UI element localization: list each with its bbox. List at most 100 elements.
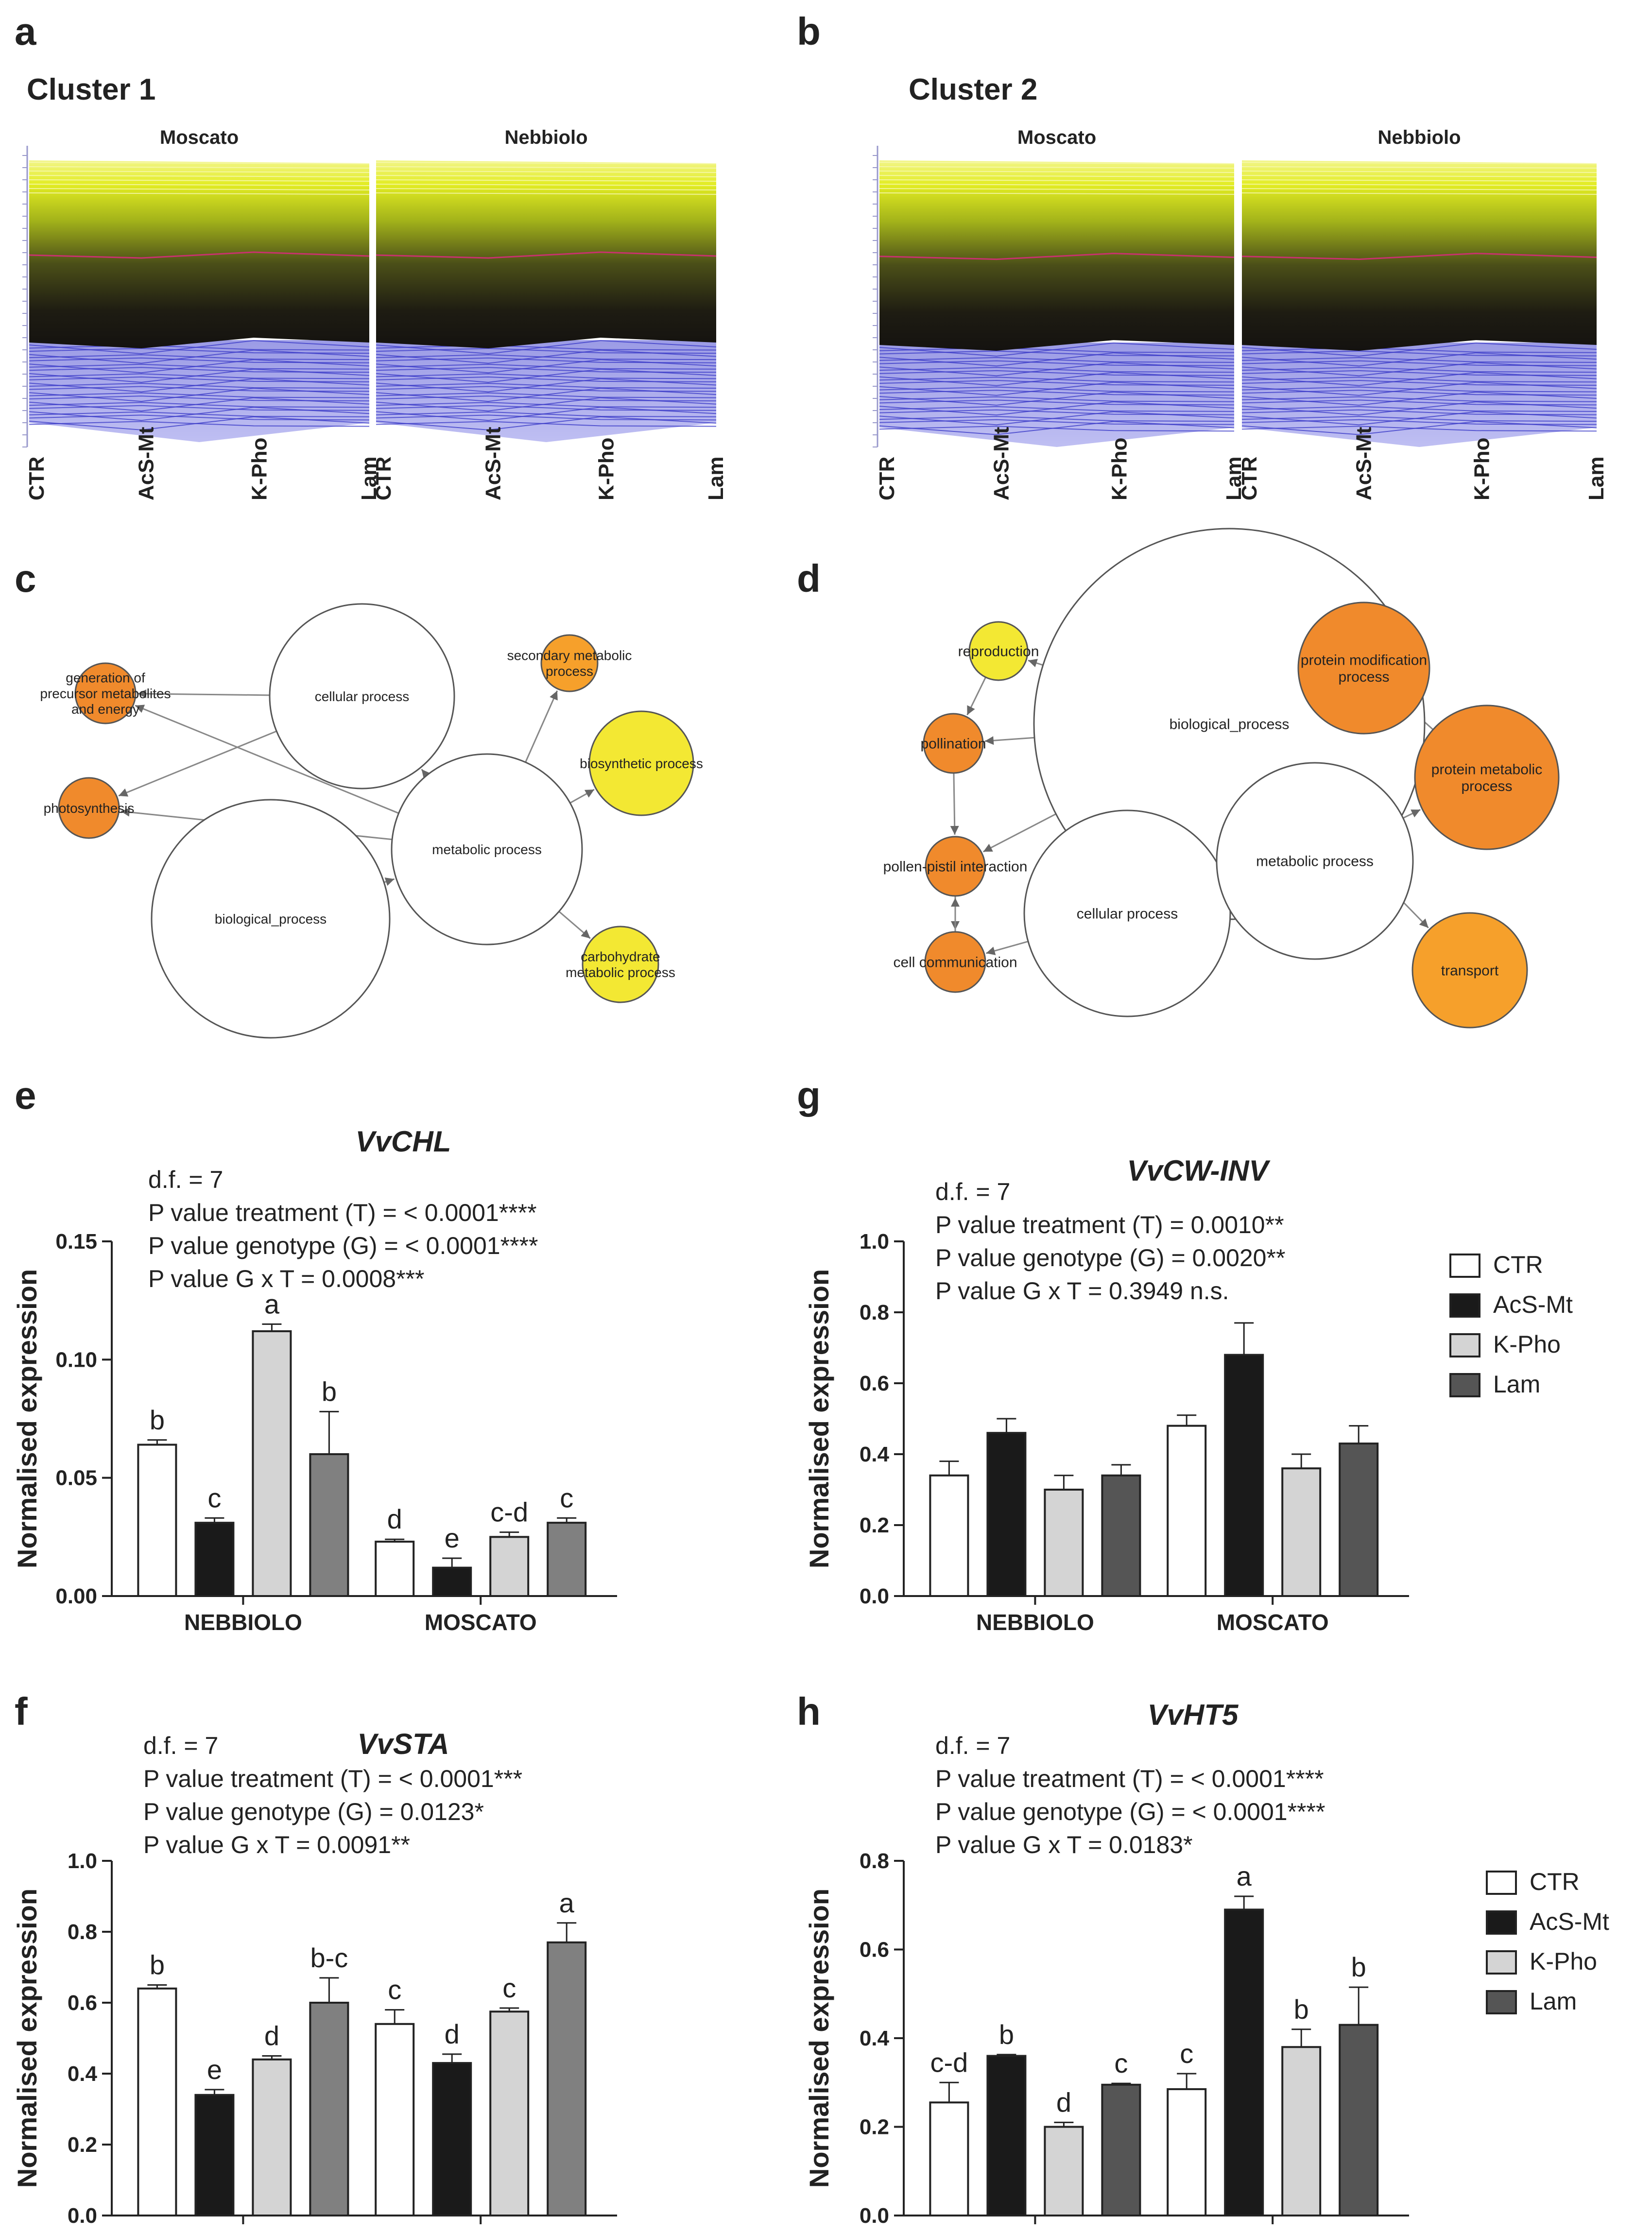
x-tick-label: K-Pho: [595, 437, 619, 500]
stats-line: P value treatment (T) = < 0.0001****: [935, 1765, 1324, 1792]
significance-letter: b: [150, 1950, 165, 1980]
significance-letter: b: [1294, 1994, 1309, 2025]
network-d: biological_process cellular process metabo…: [883, 528, 1560, 1029]
profile-line: [29, 354, 370, 361]
panel-label-c: c: [15, 557, 36, 600]
panel-label-g: g: [797, 1074, 821, 1117]
profile-line: [1241, 192, 1597, 195]
network-node-label: pollen-pistil interaction: [883, 859, 1028, 875]
network-node-label: cellular process: [315, 689, 410, 704]
bar-lam: [547, 1522, 587, 1597]
y-tick-label: 0.00: [55, 1584, 97, 1608]
significance-letter: c: [502, 1973, 516, 2003]
significance-letter: d: [387, 1504, 402, 1534]
profile-line: [376, 411, 717, 417]
bar-lam: [309, 2002, 349, 2216]
y-tick-label: 0.4: [860, 1443, 890, 1466]
legend-swatch: [1486, 1950, 1517, 1975]
significance-letter: e: [445, 1523, 460, 1553]
network-node-label-line: generation of: [66, 670, 145, 686]
profile-line: [879, 426, 1235, 432]
panel-label-h: h: [797, 1690, 821, 1733]
significance-letter: e: [207, 2054, 222, 2085]
network-node-carbohydrate: [582, 926, 659, 1003]
profile-line: [29, 363, 370, 370]
x-tick-label: CTR: [875, 457, 899, 500]
network-node-cellular: [1023, 809, 1231, 1017]
significance-letter: b: [322, 1376, 337, 1407]
bar-ctr: [375, 1541, 415, 1597]
bar-acs-mt: [432, 2062, 472, 2217]
profile-line: [376, 171, 717, 173]
group-label: Moscato: [160, 127, 239, 148]
y-tick-label: 0.4: [860, 2027, 890, 2050]
stats-line: P value G x T = 0.0008***: [148, 1265, 424, 1292]
profile-line: [1241, 396, 1597, 402]
significance-letter: c: [207, 1482, 221, 1513]
stats-line: P value treatment (T) = 0.0010**: [935, 1211, 1284, 1238]
profile-line: [376, 382, 717, 389]
x-tick-label: NEBBIOLO: [184, 2229, 302, 2233]
y-tick-label: 0.0: [860, 1584, 889, 1608]
profile-line: [879, 357, 1235, 363]
y-tick-label: 0.10: [55, 1348, 97, 1372]
network-edge-arrow: [421, 769, 430, 779]
profile-line: [1241, 162, 1597, 164]
network-node-label-line: secondary metabolic: [507, 648, 632, 663]
legend-swatch: [1486, 1871, 1517, 1895]
y-tick-label: 1.0: [860, 1230, 889, 1254]
stats-line: P value genotype (G) = 0.0123*: [143, 1798, 484, 1825]
bar-acs-mt: [194, 1522, 235, 1597]
bar-k-pho: [489, 1536, 530, 1597]
bar-lam: [309, 1453, 349, 1597]
network-node-protmod: [1297, 601, 1430, 735]
stats-line: P value treatment (T) = < 0.0001***: [143, 1765, 522, 1792]
y-tick-label: 0.15: [55, 1230, 97, 1254]
network-node-pollen: [925, 836, 986, 897]
y-axis-label: Normalised expression: [804, 1269, 834, 1568]
profile-line: [376, 184, 717, 186]
profile-line: [376, 188, 717, 190]
cluster-subpanel: Moscato CTR AcS-Mt K-Pho Lam: [875, 127, 1246, 500]
x-tick-label: Lam: [1584, 457, 1608, 500]
bar-ctr: [137, 1987, 177, 2217]
x-tick-label: NEBBIOLO: [976, 2229, 1094, 2233]
profile-line: [376, 192, 717, 195]
legend-label: AcS-Mt: [1493, 1291, 1573, 1318]
y-tick-label: 0.6: [68, 1991, 97, 2015]
cluster-subpanel: Moscato CTR AcS-Mt K-Pho Lam: [25, 127, 381, 500]
chart-title: VvSTA: [358, 1728, 449, 1760]
y-tick-label: 0.2: [68, 2133, 97, 2157]
x-tick-label: CTR: [1238, 457, 1261, 500]
bar-acs-mt: [1224, 1908, 1264, 2216]
mean-profile-line: [879, 253, 1235, 260]
network-edge: [135, 704, 399, 814]
chart-h: VvHT5 d.f. = 7 P value treatment (T) = < 0…: [804, 1699, 1609, 2233]
x-tick-label: AcS-Mt: [1352, 427, 1376, 500]
profile-line: [376, 175, 717, 177]
network-node-metabolic: [391, 753, 583, 945]
network-node-label: biological_process: [215, 911, 327, 927]
x-tick-label: MOSCATO: [1217, 2229, 1329, 2233]
x-tick-label: AcS-Mt: [481, 427, 505, 500]
y-tick-label: 0.0: [68, 2204, 97, 2228]
chart-title: VvHT5: [1148, 1699, 1239, 1731]
profile-line: [376, 162, 717, 164]
bar-ctr: [1167, 2088, 1207, 2216]
profile-line: [1241, 179, 1597, 182]
y-tick-label: 0.0: [860, 2204, 889, 2228]
profile-line: [1241, 166, 1597, 169]
panel-label-d: d: [797, 557, 821, 600]
profile-line: [1241, 171, 1597, 173]
profile-line: [29, 392, 370, 398]
significance-letter: c: [560, 1482, 573, 1513]
chart-f: VvSTA d.f. = 7 P value treatment (T) = < 0…: [12, 1728, 617, 2233]
profile-line: [879, 377, 1235, 383]
profile-line: [1241, 188, 1597, 190]
significance-letter: a: [264, 1288, 280, 1319]
significance-letter: a: [1237, 1861, 1252, 1891]
profile-line: [879, 162, 1235, 164]
network-edge-arrow: [1028, 659, 1038, 668]
network-edge-arrow: [550, 690, 558, 701]
